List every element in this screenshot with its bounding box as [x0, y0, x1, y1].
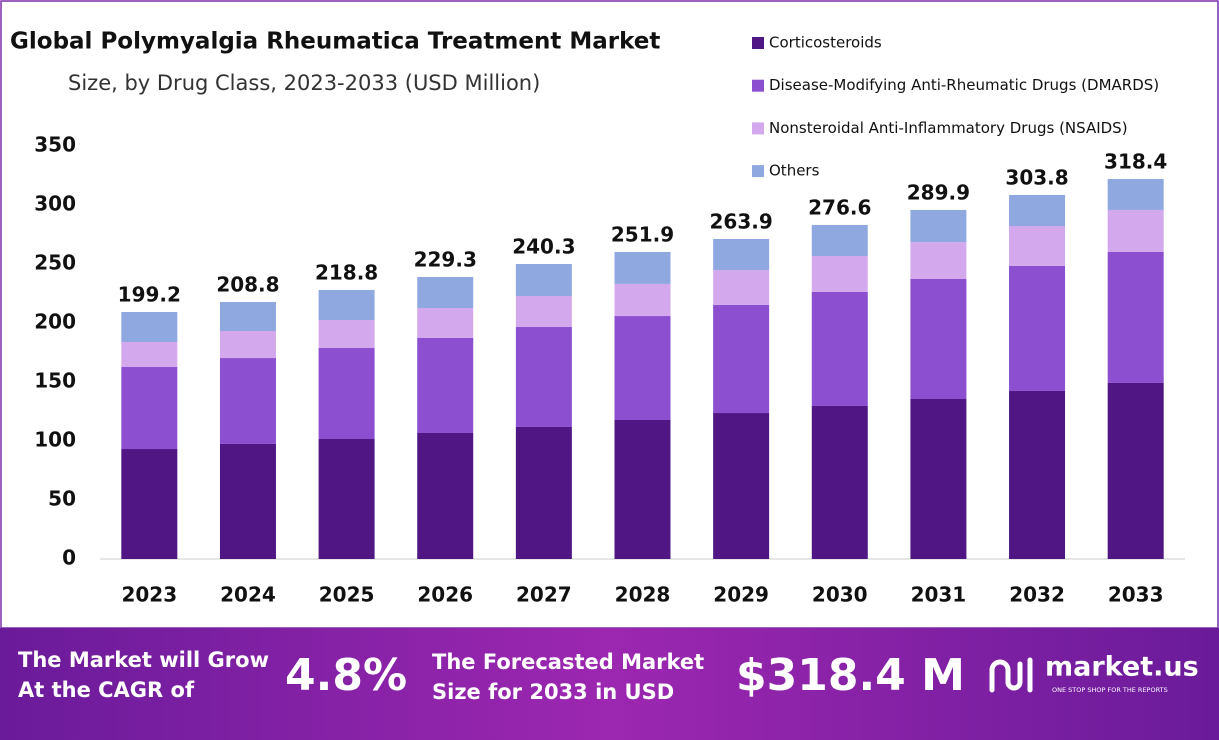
bar-segment [1009, 194, 1066, 227]
bar-segment [219, 443, 276, 559]
x-tick-label: 2023 [121, 583, 177, 607]
bar-segment [417, 432, 474, 559]
total-label: 229.3 [414, 247, 477, 271]
y-tick-label: 250 [34, 251, 76, 275]
x-tick-label: 2028 [615, 583, 671, 607]
x-tick-label: 2031 [911, 583, 967, 607]
chart-title: Global Polymyalgia Rheumatica Treatment … [10, 29, 660, 55]
y-tick-label: 350 [34, 133, 76, 157]
tagline: ONE STOP SHOP FOR THE REPORTS [1052, 686, 1168, 694]
y-tick-label: 50 [48, 487, 76, 511]
x-tick-label: 2027 [516, 583, 572, 607]
bar-segment [713, 238, 770, 271]
x-tick-label: 2030 [812, 583, 868, 607]
legend-swatch [752, 165, 764, 178]
x-tick-label: 2032 [1009, 583, 1065, 607]
total-label: 276.6 [808, 195, 871, 219]
bar-segment [614, 251, 671, 284]
bar-segment [1009, 266, 1066, 391]
bar-segment [318, 289, 375, 321]
bar-segment [417, 276, 474, 309]
total-label: 251.9 [611, 222, 674, 246]
chart-subtitle: Size, by Drug Class, 2023-2033 (USD Mill… [68, 71, 540, 95]
bar-segment [121, 341, 178, 368]
x-tick-label: 2029 [713, 583, 769, 607]
legend-swatch [752, 79, 764, 92]
banner-text: The Forecasted Market [432, 650, 704, 674]
bar-segment [219, 301, 276, 332]
y-tick-label: 0 [62, 546, 76, 570]
banner-cagr: 4.8% [285, 650, 407, 701]
legend-swatch [752, 37, 764, 49]
bar-segment [1107, 382, 1164, 559]
bar-segment [515, 327, 572, 427]
bar-segment [318, 348, 375, 439]
total-label: 263.9 [710, 209, 773, 233]
bar-segment [121, 312, 178, 342]
brand: market.us [1045, 652, 1199, 683]
bar-segment [318, 438, 375, 559]
banner-text: Size for 2033 in USD [432, 680, 674, 704]
banner-text: The Market will Grow [18, 648, 269, 672]
total-label: 289.9 [907, 180, 970, 204]
total-label: 218.8 [315, 260, 378, 284]
bar-segment [1009, 226, 1066, 267]
legend-label: Others [769, 162, 820, 180]
bar-segment [318, 320, 375, 349]
bar-segment [515, 295, 572, 328]
legend-label: Disease-Modifying Anti-Rheumatic Drugs (… [769, 76, 1159, 94]
banner-text: At the CAGR of [18, 678, 195, 702]
total-label: 199.2 [118, 283, 181, 307]
total-label: 208.8 [216, 272, 279, 296]
bar-segment [614, 316, 671, 420]
bar-segment [1009, 390, 1066, 559]
total-label: 303.8 [1005, 165, 1068, 189]
bar-segment [614, 283, 671, 317]
bar-segment [121, 449, 178, 559]
x-tick-label: 2025 [319, 583, 375, 607]
bar-segment [1107, 251, 1164, 383]
bar-segment [811, 405, 868, 559]
bar-segment [713, 304, 770, 414]
bar-segment [910, 242, 967, 279]
x-tick-label: 2026 [417, 583, 473, 607]
y-tick-label: 300 [34, 192, 76, 216]
bar-segment [811, 224, 868, 256]
banner [0, 628, 1219, 740]
bar-segment [713, 413, 770, 559]
bar-segment [417, 337, 474, 433]
bar-segment [713, 270, 770, 305]
bar-segment [811, 291, 868, 406]
total-label: 318.4 [1104, 150, 1167, 174]
banner-forecast: $318.4 M [736, 650, 965, 701]
legend-swatch [752, 122, 764, 135]
bar-segment [219, 331, 276, 359]
bar-segment [910, 398, 967, 559]
y-tick-label: 200 [34, 310, 76, 334]
bar-segment [1107, 209, 1164, 252]
bar-segment [811, 255, 868, 292]
bar-segment [614, 419, 671, 559]
x-tick-label: 2024 [220, 583, 276, 607]
y-tick-label: 100 [34, 428, 76, 452]
bar-segment [121, 367, 178, 450]
plot: 0 50 100 150 200 250 300 350 199.2 2023 208.8 2024 2… [34, 34, 1185, 607]
bar-segment [910, 209, 967, 243]
total-label: 240.3 [512, 235, 575, 259]
bar-segment [1107, 179, 1164, 210]
bar-segment [417, 308, 474, 338]
brand-logo [989, 657, 1033, 693]
bar-segment [219, 358, 276, 444]
y-tick-label: 150 [34, 369, 76, 393]
legend-label: Nonsteroidal Anti-Inflammatory Drugs (NS… [769, 119, 1128, 137]
bar-segment [515, 426, 572, 559]
x-tick-label: 2033 [1108, 583, 1164, 607]
bar-segment [515, 264, 572, 296]
legend-label: Corticosteroids [769, 34, 882, 52]
bar-segment [910, 278, 967, 399]
